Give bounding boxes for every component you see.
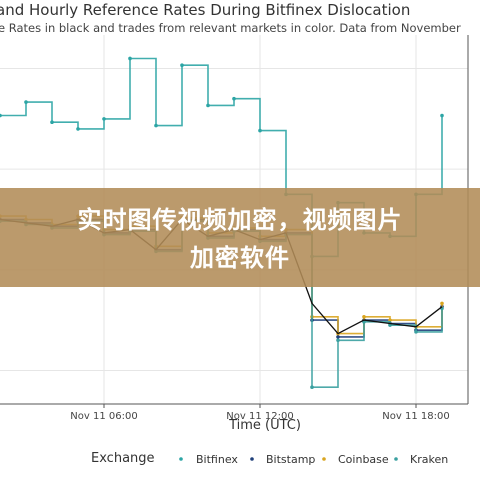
point-bitfinex-3 (76, 127, 80, 131)
point-bitfinex-0 (0, 113, 2, 118)
legend-label-bitfinex: Bitfinex (196, 453, 238, 466)
legend-marker-coinbase (322, 457, 326, 461)
point-bitfinex-5 (128, 56, 132, 61)
legend-label-coinbase: Coinbase (338, 453, 389, 466)
point-coinbase-14 (362, 314, 366, 319)
point-kraken-12 (310, 385, 314, 390)
chart-subtitle: e Rates in black and trades from relevan… (0, 21, 461, 35)
point-bitfinex-8 (206, 103, 210, 108)
legend-markers (179, 457, 398, 461)
point-bitfinex-9 (232, 96, 236, 101)
overlay-banner: 实时图传视频加密，视频图片 加密软件 (0, 188, 480, 287)
point-bitfinex-17 (440, 113, 444, 118)
legend-title: Exchange (91, 451, 155, 466)
point-bitfinex-7 (180, 63, 184, 67)
banner-line-1: 实时图传视频加密，视频图片 (77, 206, 403, 234)
point-kraken-13 (336, 338, 340, 343)
point-bitfinex-6 (154, 123, 158, 128)
chart-title: and Hourly Reference Rates During Bitfin… (0, 1, 411, 19)
x-axis-label: Time (UTC) (229, 418, 301, 433)
x-tick-label-1: Nov 11 12:00 (226, 411, 293, 422)
point-bitstamp-13 (336, 335, 340, 339)
point-coinbase-17 (440, 301, 444, 306)
point-bitfinex-2 (50, 120, 54, 125)
point-bitfinex-1 (24, 100, 28, 104)
legend-marker-bitstamp (250, 457, 254, 461)
legend-label-kraken: Kraken (410, 453, 449, 466)
x-tick-label-2: Nov 11 18:00 (382, 411, 449, 422)
legend-marker-bitfinex (179, 457, 183, 461)
banner-line-2: 加密软件 (190, 244, 290, 272)
legend-marker-kraken (394, 457, 398, 461)
point-bitfinex-10 (258, 128, 262, 133)
x-tick-labels: Nov 11 06:00 Nov 11 12:00 Nov 11 18:00 (70, 404, 450, 422)
x-tick-label-0: Nov 11 06:00 (70, 411, 137, 422)
legend-label-bitstamp: Bitstamp (266, 453, 316, 466)
point-kraken-16 (414, 330, 418, 334)
point-bitfinex-4 (102, 117, 106, 121)
